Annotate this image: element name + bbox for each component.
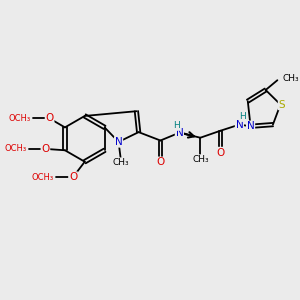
Text: N: N (236, 120, 243, 130)
Text: H: H (173, 121, 179, 130)
Text: H: H (239, 112, 246, 121)
Text: OCH₃: OCH₃ (4, 144, 26, 153)
Text: S: S (278, 100, 285, 110)
Text: N: N (115, 137, 122, 147)
Text: O: O (216, 148, 225, 158)
Text: N: N (176, 128, 183, 138)
Text: OCH₃: OCH₃ (32, 172, 54, 182)
Text: O: O (41, 144, 50, 154)
Text: CH₃: CH₃ (192, 155, 208, 164)
Text: N: N (247, 121, 254, 131)
Text: CH₃: CH₃ (112, 158, 129, 167)
Text: O: O (69, 172, 77, 182)
Text: O: O (46, 113, 54, 124)
Text: O: O (156, 157, 164, 167)
Text: CH₃: CH₃ (282, 74, 299, 83)
Text: OCH₃: OCH₃ (8, 114, 31, 123)
